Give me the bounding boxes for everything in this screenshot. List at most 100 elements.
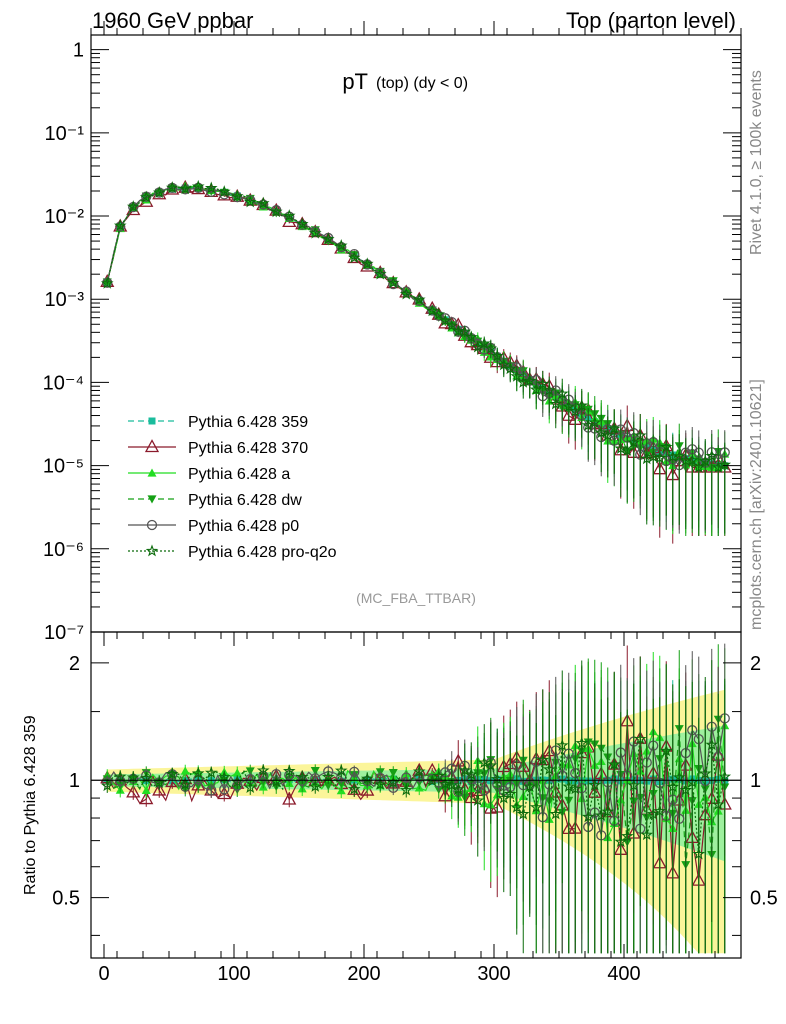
ratio-marker-2-6 <box>141 785 151 794</box>
ratio-marker-1-8 <box>152 782 167 796</box>
legend-marker-4 <box>146 519 158 531</box>
ratio-marker-5-46 <box>399 783 413 796</box>
main-marker-5-79 <box>614 441 628 454</box>
ratio-marker-5-44 <box>386 775 400 788</box>
ratio-marker-5-28 <box>282 764 296 777</box>
main-marker-5-22 <box>243 195 257 208</box>
main-marker-5-62 <box>503 362 517 375</box>
ratio-marker-5-85 <box>653 804 667 817</box>
ratio-marker-4-38 <box>349 766 360 778</box>
main-marker-5-86 <box>659 440 673 453</box>
main-marker-5-65 <box>523 374 537 387</box>
ratio-marker-5-58 <box>477 755 491 769</box>
main-marker-5-40 <box>360 257 374 270</box>
ratio-marker-5-62 <box>503 787 517 800</box>
header-right: Top (parton level) <box>566 8 736 33</box>
ratio-marker-5-12 <box>178 777 192 790</box>
ratio-marker-4-46 <box>401 772 412 783</box>
main-marker-5-36 <box>334 239 348 252</box>
main-marker-5-0 <box>100 276 114 289</box>
legend-label-5: Pythia 6.428 pro-q2o <box>188 544 337 561</box>
ratio-marker-5-70 <box>555 738 569 751</box>
ratio-marker-5-86 <box>659 744 673 757</box>
main-marker-5-52 <box>438 314 452 327</box>
x-tick-label-4: 400 <box>607 963 640 985</box>
main-marker-5-73 <box>575 398 589 411</box>
ratio-marker-3-36 <box>336 780 346 789</box>
main-marker-5-77 <box>601 428 615 441</box>
main-marker-5-58 <box>477 336 491 349</box>
ratio-marker-5-64 <box>516 807 530 820</box>
ratio-marker-5-71 <box>562 779 576 793</box>
rivet-label: Rivet 4.1.0, ≥ 100k events <box>748 70 765 255</box>
main-marker-1-40 <box>360 258 375 272</box>
main-marker-5-75 <box>588 415 602 428</box>
ratio-marker-5-93 <box>705 738 719 751</box>
main-marker-5-59 <box>484 341 498 354</box>
main-marker-5-42 <box>373 267 387 280</box>
ratio-line-5 <box>106 738 726 855</box>
y-tick-label-0: 1 <box>73 40 84 62</box>
main-line-5 <box>106 185 725 469</box>
ratio-marker-5-4 <box>126 770 140 783</box>
main-marker-5-61 <box>497 358 511 371</box>
ratio-marker-5-36 <box>334 764 348 777</box>
ratio-marker-5-63 <box>510 800 524 813</box>
ratio-marker-2-12 <box>180 766 190 775</box>
x-tick-label-3: 300 <box>477 963 510 985</box>
y-tick-label-5: 10⁻⁵ <box>43 456 84 478</box>
main-marker-5-55 <box>458 325 472 338</box>
main-marker-5-16 <box>204 181 218 194</box>
main-marker-5-80 <box>620 443 634 456</box>
ratio-marker-5-89 <box>679 783 693 796</box>
ratio-marker-5-65 <box>523 779 537 793</box>
ratio-marker-5-92 <box>698 766 712 779</box>
ratio-tick-label-r-0: 0.5 <box>750 888 778 910</box>
ratio-marker-5-10 <box>165 767 179 780</box>
ratio-marker-5-40 <box>360 772 374 785</box>
main-marker-5-70 <box>555 387 569 400</box>
ratio-y-axis-label: Ratio to Pythia 6.428 359 <box>22 715 39 895</box>
main-marker-5-2 <box>113 219 127 232</box>
main-marker-5-20 <box>230 189 244 202</box>
legend-label-2: Pythia 6.428 a <box>188 466 290 483</box>
main-marker-5-95 <box>718 458 732 471</box>
ratio-marker-5-2 <box>113 770 127 783</box>
main-marker-5-14 <box>191 179 205 192</box>
ratio-marker-1-6 <box>139 791 154 805</box>
x-tick-label-2: 200 <box>347 963 380 985</box>
main-marker-5-28 <box>282 209 296 222</box>
ratio-marker-5-48 <box>412 764 426 777</box>
main-line-1 <box>106 187 726 477</box>
ratio-marker-5-24 <box>256 763 270 776</box>
main-marker-5-94 <box>711 460 725 473</box>
ratio-marker-5-68 <box>542 762 556 775</box>
main-marker-5-68 <box>542 383 556 396</box>
main-marker-5-38 <box>347 251 361 264</box>
main-marker-5-48 <box>412 293 426 306</box>
ratio-marker-5-74 <box>581 810 595 823</box>
ratio-marker-5-82 <box>633 732 647 745</box>
main-marker-5-34 <box>321 232 335 245</box>
main-marker-5-18 <box>217 185 231 198</box>
ratio-marker-5-22 <box>243 781 257 794</box>
ratio-marker-5-69 <box>549 807 563 820</box>
ratio-marker-5-34 <box>321 770 335 783</box>
main-marker-5-63 <box>510 369 524 382</box>
ratio-marker-3-44 <box>388 769 398 778</box>
main-marker-5-54 <box>451 324 465 337</box>
ratio-marker-5-81 <box>627 778 641 791</box>
main-marker-5-10 <box>165 181 179 194</box>
ratio-marker-5-77 <box>601 805 615 818</box>
ratio-marker-2-20 <box>232 768 242 777</box>
ratio-marker-3-22 <box>245 767 255 776</box>
ratio-marker-5-56 <box>464 767 478 780</box>
y-tick-label-7: 10⁻⁷ <box>44 622 84 644</box>
ratio-marker-5-54 <box>451 782 465 795</box>
main-frame <box>90 34 742 633</box>
main-marker-5-90 <box>685 453 699 466</box>
ratio-marker-5-72 <box>568 782 582 795</box>
y-tick-label-2: 10⁻² <box>45 206 85 228</box>
ratio-marker-5-38 <box>347 782 361 795</box>
